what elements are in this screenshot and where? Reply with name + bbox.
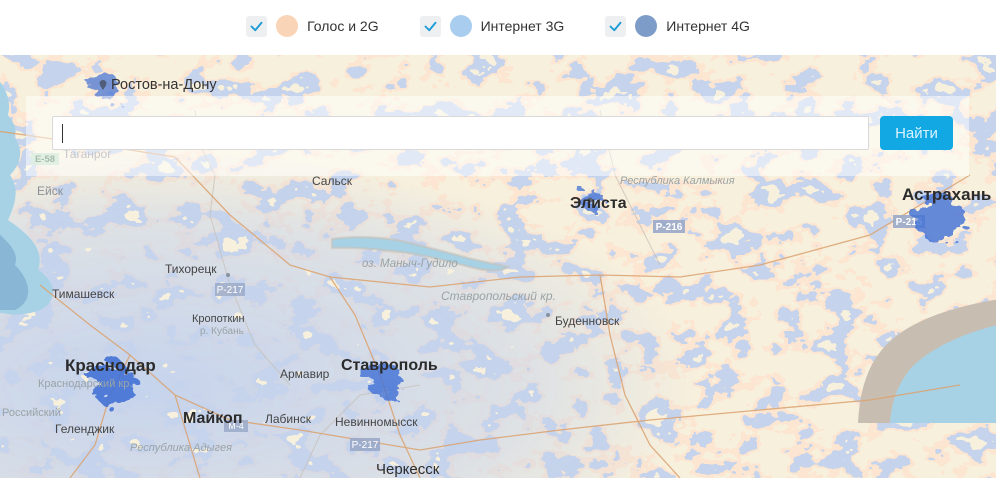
svg-text:Буденновск: Буденновск [555,314,620,328]
svg-text:Республика Адыгея: Республика Адыгея [130,442,232,454]
svg-text:Геленджик: Геленджик [55,422,115,436]
svg-text:Р-217: Р-217 [352,440,379,451]
svg-text:Республика Калмыкия: Республика Калмыкия [620,175,735,187]
svg-text:оз. Маныч-Гудило: оз. Маныч-Гудило [362,258,458,270]
svg-text:Ейск: Ейск [37,184,64,198]
svg-text:Армавир: Армавир [280,367,330,381]
svg-text:Кропоткин: Кропоткин [192,313,245,325]
svg-text:Тимашевск: Тимашевск [52,287,115,301]
svg-text:Р-216: Р-216 [656,222,683,233]
svg-text:Краснодар: Краснодар [65,356,156,375]
svg-text:Ставрополь: Ставрополь [341,357,438,374]
svg-text:Элиста: Элиста [570,195,627,212]
svg-text:Ростов-на-Дону: Ростов-на-Дону [111,77,217,93]
svg-text:р. Кубань: р. Кубань [200,325,244,337]
svg-text:Российский: Российский [2,407,61,419]
svg-text:Невинномысск: Невинномысск [335,415,418,429]
svg-text:Тихорецк: Тихорецк [165,262,217,276]
svg-text:Майкоп: Майкоп [183,410,243,427]
svg-text:Р-217: Р-217 [217,285,244,296]
svg-text:Лабинск: Лабинск [265,412,312,426]
svg-text:Астрахань: Астрахань [902,185,991,204]
svg-text:Черкесск: Черкесск [376,461,440,478]
svg-text:Краснодарский кр.: Краснодарский кр. [38,378,132,390]
svg-text:Ставропольский кр.: Ставропольский кр. [441,289,556,303]
svg-text:Сальск: Сальск [312,174,353,188]
